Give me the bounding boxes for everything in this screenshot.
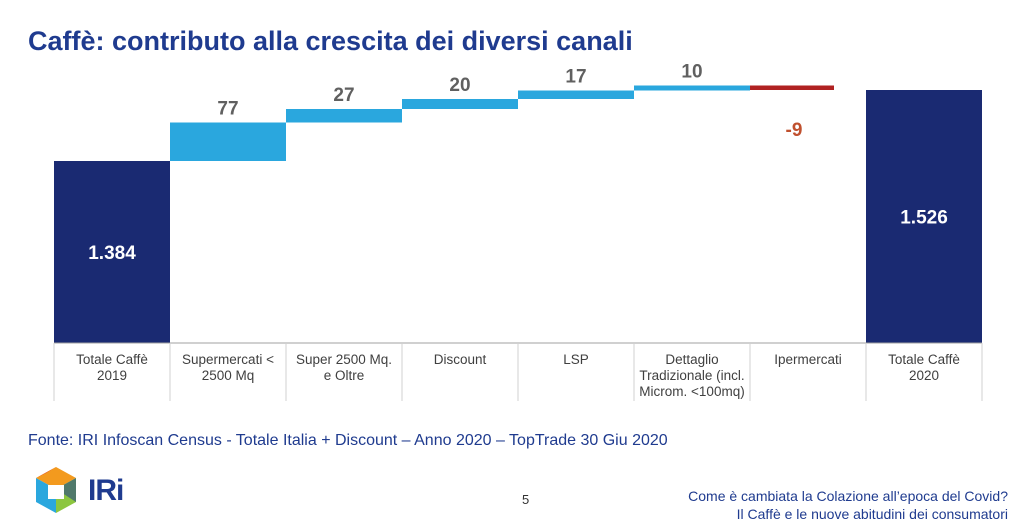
delta-value-label: 77 xyxy=(217,99,238,120)
footer-text: Come è cambiata la Colazione all’epoca d… xyxy=(688,487,1008,523)
logo-text: IRi xyxy=(88,474,124,507)
increase-bar xyxy=(634,85,750,91)
footer-line-2: Il Caffè e le nuove abitudini dei consum… xyxy=(736,506,1008,522)
total-bar xyxy=(54,161,170,343)
delta-value-label: 17 xyxy=(565,67,586,88)
source-note: Fonte: IRI Infoscan Census - Totale Ital… xyxy=(28,432,668,449)
increase-bar xyxy=(170,122,286,161)
increase-bar xyxy=(402,99,518,109)
category-label: Totale Caffè 2020 xyxy=(888,352,960,383)
increase-bar xyxy=(286,109,402,123)
slide-title: Caffè: contributo alla crescita dei dive… xyxy=(28,26,633,56)
category-label: Ipermercati xyxy=(774,352,842,367)
category-label: LSP xyxy=(563,352,589,367)
total-bar xyxy=(866,90,982,343)
category-label: Dettaglio Tradizionale (incl. Microm. <100… xyxy=(639,352,744,399)
page-number: 5 xyxy=(522,492,530,507)
delta-value-label: 20 xyxy=(449,75,470,96)
footer-line-1: Come è cambiata la Colazione all’epoca d… xyxy=(688,488,1008,504)
waterfall-chart: 1.384 77 27 20 17 10 -9 1.526 Totale Caffè 2019 Su… xyxy=(53,62,983,401)
increase-bar xyxy=(518,90,634,99)
delta-value-label: 27 xyxy=(333,85,354,106)
category-label: Super 2500 Mq. e Oltre xyxy=(296,352,392,383)
delta-value-label: 10 xyxy=(681,62,702,83)
decrease-bar xyxy=(750,85,834,90)
iri-logo-icon xyxy=(36,467,76,513)
category-label: Discount xyxy=(434,352,487,367)
bar-value-label: 1.384 xyxy=(88,243,136,264)
bar-value-label: 1.526 xyxy=(900,208,948,229)
category-label: Totale Caffè 2019 xyxy=(76,352,148,383)
category-label: Supermercati <2500 Mq xyxy=(182,352,274,383)
delta-value-label: -9 xyxy=(786,120,803,141)
